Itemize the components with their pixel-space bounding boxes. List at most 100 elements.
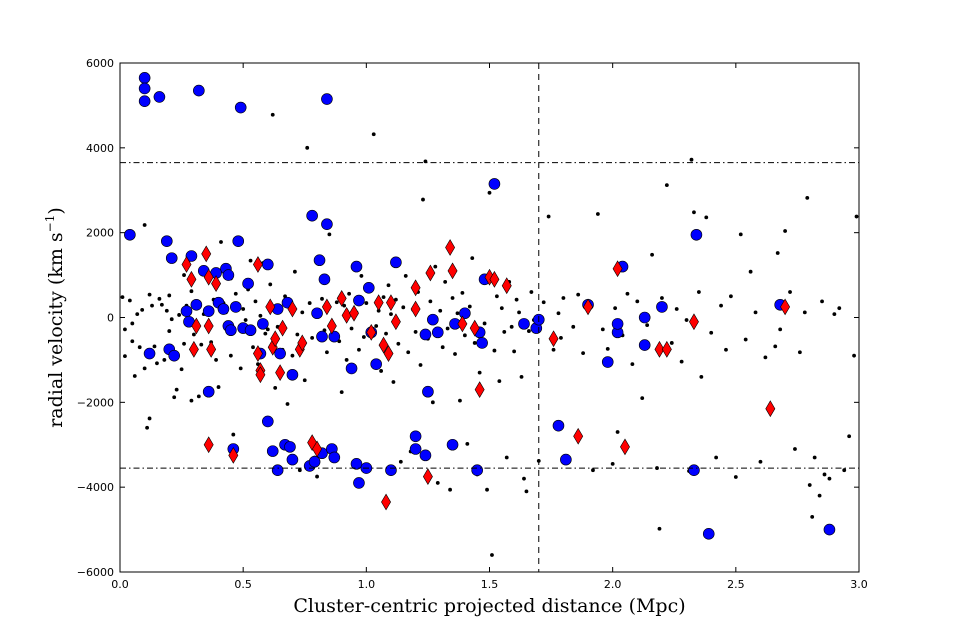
data-point-circle	[284, 441, 296, 453]
data-point-dot	[613, 306, 618, 311]
y-axis-label-exponent: −1	[43, 215, 57, 233]
data-point-dot	[699, 374, 704, 379]
data-point-dot	[339, 390, 344, 395]
data-point-dot	[430, 400, 435, 405]
data-point-dot	[243, 318, 248, 322]
data-point-dot	[302, 378, 307, 383]
data-point-circle	[370, 358, 382, 370]
data-point-diamond	[252, 256, 263, 273]
data-point-circle	[138, 95, 151, 107]
data-point-circle	[318, 273, 331, 286]
x-axis-label: Cluster-centric projected distance (Mpc)	[293, 595, 685, 617]
data-point-dot	[453, 352, 457, 356]
data-point-diamond	[366, 323, 377, 341]
data-point-dot	[389, 312, 393, 317]
data-point-dot	[630, 362, 635, 367]
data-point-dot	[403, 274, 408, 278]
data-point-diamond	[312, 440, 323, 458]
data-point-dot	[807, 483, 812, 487]
data-point-circle	[308, 455, 321, 468]
data-point-dot	[802, 310, 807, 315]
data-point-circle	[823, 523, 836, 536]
data-point-dot	[664, 183, 669, 188]
data-point-dot	[130, 339, 135, 344]
data-point-dot	[216, 385, 221, 389]
data-point-dot	[192, 332, 196, 337]
data-point-dot	[418, 363, 423, 367]
data-point-dot	[527, 329, 531, 333]
data-point-circle	[232, 235, 245, 247]
data-point-circle	[311, 307, 323, 320]
data-point-dot	[421, 197, 425, 202]
data-point-circle	[161, 235, 173, 247]
data-point-dot	[297, 468, 302, 473]
data-point-diamond	[297, 334, 308, 352]
data-point-circle	[328, 330, 341, 343]
data-point-dot	[231, 432, 236, 437]
data-point-dot	[591, 468, 595, 473]
reference-lines	[120, 63, 859, 572]
data-point-dot	[440, 345, 445, 350]
data-point-dot	[485, 487, 489, 492]
data-point-circle	[168, 349, 180, 362]
data-point-circle	[446, 438, 459, 451]
data-point-dot	[381, 295, 386, 300]
data-point-diamond	[780, 298, 791, 316]
data-point-dot	[499, 306, 504, 311]
data-point-circle	[202, 385, 215, 398]
data-point-dot	[472, 341, 477, 345]
data-point-diamond	[191, 317, 202, 335]
data-point-dot	[361, 335, 366, 339]
data-point-circle	[225, 324, 237, 337]
data-point-dot	[189, 289, 194, 294]
data-point-dot	[546, 214, 551, 219]
data-point-dot	[396, 341, 401, 346]
data-point-circle	[316, 330, 328, 343]
data-point-dot	[334, 300, 339, 305]
data-point-circle	[702, 528, 715, 540]
data-point-dot	[379, 369, 384, 373]
x-tick-label: 0.0	[111, 578, 129, 591]
data-point-dot	[529, 290, 534, 294]
data-point-circle	[138, 72, 151, 84]
data-point-diamond	[206, 340, 217, 358]
data-point-dot	[490, 553, 494, 557]
data-point-circle	[153, 91, 166, 103]
data-point-dot	[251, 345, 255, 350]
data-point-dot	[179, 367, 184, 372]
data-point-dot	[167, 293, 172, 298]
data-point-dot	[162, 358, 167, 362]
data-point-diamond	[548, 330, 559, 348]
data-point-dot	[674, 307, 679, 311]
data-point-dot	[660, 296, 664, 300]
data-point-dot	[167, 329, 172, 333]
y-tick-label: 2000	[86, 227, 114, 240]
data-point-dot	[386, 283, 391, 288]
data-point-circle	[431, 326, 444, 339]
data-point-dot	[551, 347, 556, 352]
data-point-dot	[142, 223, 147, 227]
data-point-dot	[152, 344, 157, 349]
data-point-dot	[228, 353, 233, 358]
data-point-diamond	[573, 427, 584, 445]
data-point-circle	[217, 303, 230, 315]
data-point-dot	[595, 212, 600, 216]
data-point-circle	[459, 307, 471, 320]
data-point-dot	[398, 459, 403, 464]
data-point-dot	[729, 294, 733, 299]
data-point-circle	[419, 328, 432, 341]
data-point-circle	[427, 313, 439, 326]
data-point-dot	[357, 347, 361, 352]
data-point-dot	[854, 214, 859, 219]
x-tick-label: 3.0	[850, 578, 868, 591]
data-point-dot	[270, 112, 275, 117]
data-point-dot	[120, 295, 125, 300]
data-point-dot	[157, 296, 162, 301]
data-point-circle	[353, 477, 365, 489]
data-point-dot	[625, 291, 630, 296]
data-point-dot	[679, 359, 684, 364]
data-point-diamond	[612, 260, 623, 278]
data-point-dot	[788, 290, 792, 294]
data-point-diamond	[765, 400, 776, 418]
data-point-dot	[738, 232, 743, 237]
